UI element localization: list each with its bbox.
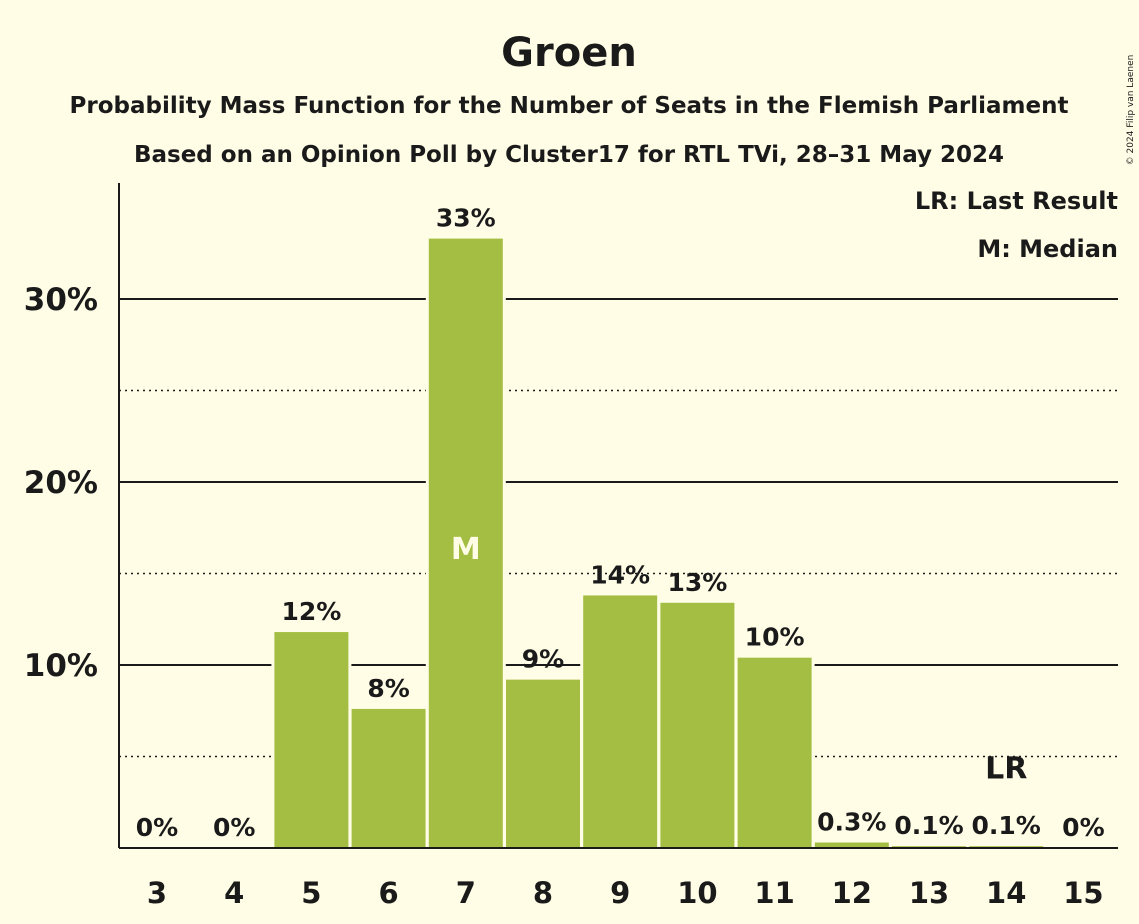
bar-seats-5 xyxy=(274,632,349,848)
bar-halo xyxy=(966,843,1047,848)
value-label-seats-7: 33% xyxy=(436,204,496,233)
x-axis-ticks: 3 4 5 6 7 8 9 10 11 12 13 14 15 xyxy=(147,876,1104,910)
bar-seats-6 xyxy=(351,708,426,848)
x-tick-label: 10 xyxy=(677,876,717,910)
chart-subtitle: Probability Mass Function for the Number… xyxy=(70,93,1069,119)
bar-seats-7 xyxy=(428,238,503,849)
chart-title: Groen xyxy=(501,30,637,76)
value-label-seats-6: 8% xyxy=(367,674,409,703)
value-label-seats-12: 0.3% xyxy=(817,808,886,837)
bar-seats-10 xyxy=(660,602,735,848)
value-label-seats-15: 0% xyxy=(1062,813,1104,842)
median-marker: M xyxy=(451,532,481,567)
copyright-credit: © 2024 Filip van Laenen xyxy=(1126,55,1136,166)
x-tick-label: 4 xyxy=(224,876,244,910)
value-label-seats-8: 9% xyxy=(522,645,564,674)
x-tick-label: 12 xyxy=(832,876,872,910)
y-tick-label: 30% xyxy=(24,282,98,318)
y-tick-label: 10% xyxy=(24,648,98,684)
last-result-marker: LR xyxy=(985,751,1027,786)
value-label-seats-10: 13% xyxy=(667,568,727,597)
chart-subtitle-poll: Based on an Opinion Poll by Cluster17 fo… xyxy=(134,142,1004,168)
x-tick-label: 8 xyxy=(533,876,553,910)
legend-median: M: Median xyxy=(977,235,1118,263)
x-tick-label: 14 xyxy=(986,876,1026,910)
bar-seats-11 xyxy=(737,657,812,848)
bars xyxy=(271,235,1047,849)
value-labels: 0% 0% 12% 8% 33% M 9% 14% 13% 10% 0.3% 0.1% 0.1% LR 0% xyxy=(136,204,1105,842)
value-label-seats-14: 0.1% xyxy=(972,811,1041,840)
value-label-seats-5: 12% xyxy=(281,597,341,626)
y-axis-ticks: 10% 20% 30% xyxy=(24,282,98,684)
x-tick-label: 13 xyxy=(909,876,949,910)
x-tick-label: 3 xyxy=(147,876,167,910)
y-tick-label: 20% xyxy=(24,465,98,501)
value-label-seats-13: 0.1% xyxy=(894,811,963,840)
x-tick-label: 6 xyxy=(379,876,399,910)
bar-halo xyxy=(889,843,969,848)
bar-seats-9 xyxy=(583,595,658,848)
x-tick-label: 11 xyxy=(754,876,794,910)
value-label-seats-9: 14% xyxy=(590,560,650,589)
x-tick-label: 15 xyxy=(1063,876,1103,910)
x-tick-label: 9 xyxy=(610,876,630,910)
value-label-seats-3: 0% xyxy=(136,813,178,842)
bar-seats-8 xyxy=(506,679,580,848)
bar-seats-12 xyxy=(814,842,889,848)
legend-last-result: LR: Last Result xyxy=(915,187,1118,215)
x-tick-label: 7 xyxy=(456,876,476,910)
x-tick-label: 5 xyxy=(301,876,321,910)
value-label-seats-4: 0% xyxy=(213,813,255,842)
value-label-seats-11: 10% xyxy=(745,623,805,652)
